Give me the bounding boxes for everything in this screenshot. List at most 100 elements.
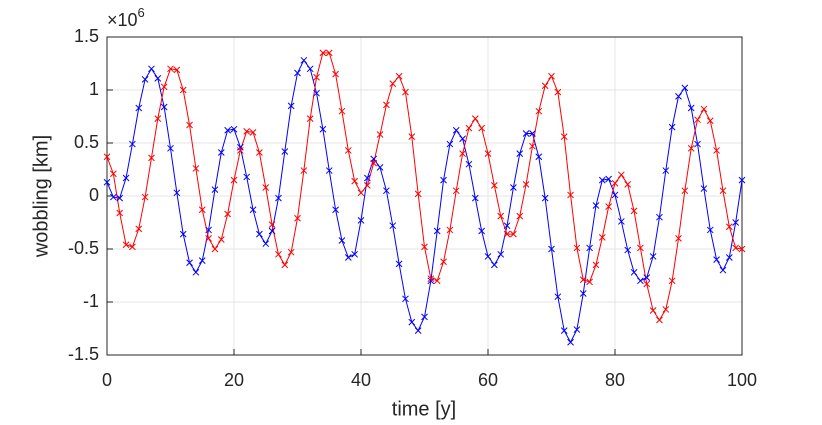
- data-marker: [706, 117, 714, 125]
- data-marker: [262, 240, 270, 248]
- data-marker: [122, 241, 130, 249]
- data-marker: [738, 176, 746, 184]
- data-marker: [167, 144, 174, 152]
- data-marker: [668, 123, 676, 131]
- data-marker: [363, 174, 371, 182]
- data-marker: [433, 277, 441, 285]
- data-marker: [471, 115, 479, 122]
- data-marker: [275, 250, 282, 258]
- data-marker: [637, 277, 644, 285]
- data-marker: [452, 126, 460, 134]
- y-tick-label: -1: [83, 291, 99, 311]
- data-marker: [116, 194, 124, 202]
- y-axis-label: wobbling [km]: [30, 135, 52, 258]
- data-marker: [402, 88, 409, 96]
- data-marker: [656, 213, 663, 221]
- data-marker: [230, 125, 238, 133]
- data-marker: [383, 187, 390, 195]
- data-marker: [497, 212, 505, 220]
- data-marker: [573, 244, 581, 252]
- x-axis-label: time [y]: [392, 398, 456, 420]
- data-marker: [236, 147, 244, 154]
- data-marker: [389, 80, 397, 87]
- data-marker: [725, 254, 733, 261]
- data-marker: [598, 176, 606, 184]
- data-marker: [351, 177, 359, 185]
- data-marker: [503, 222, 511, 230]
- data-marker: [421, 313, 428, 321]
- data-marker: [294, 69, 301, 77]
- data-marker: [567, 338, 574, 346]
- data-marker: [408, 318, 416, 326]
- data-marker: [617, 218, 625, 225]
- data-marker: [662, 167, 670, 174]
- data-marker: [287, 248, 295, 256]
- data-marker: [344, 254, 352, 261]
- data-marker: [332, 206, 339, 214]
- data-marker: [611, 191, 619, 199]
- data-marker: [579, 290, 587, 297]
- data-marker: [478, 227, 486, 235]
- x-tick-label: 60: [478, 370, 498, 390]
- data-marker: [605, 175, 613, 183]
- data-marker: [694, 140, 701, 148]
- data-marker: [167, 65, 174, 73]
- data-marker: [579, 276, 587, 284]
- data-marker: [541, 82, 549, 90]
- data-marker: [630, 268, 638, 276]
- data-marker: [116, 209, 124, 217]
- data-marker: [160, 83, 168, 91]
- data-marker: [541, 194, 549, 202]
- data-marker: [109, 170, 117, 178]
- data-marker: [236, 143, 244, 151]
- data-marker: [522, 180, 530, 188]
- y-tick-label: -0.5: [68, 238, 99, 258]
- data-marker: [598, 233, 606, 241]
- data-marker: [205, 226, 212, 234]
- data-marker: [332, 70, 339, 78]
- data-marker: [516, 212, 524, 220]
- data-marker: [109, 193, 117, 201]
- x-tick-label: 80: [605, 370, 625, 390]
- data-marker: [141, 193, 149, 201]
- data-marker: [656, 316, 663, 324]
- data-marker: [217, 149, 225, 156]
- data-marker: [395, 72, 403, 80]
- x-tick-label: 0: [102, 370, 112, 390]
- data-marker: [725, 223, 733, 231]
- data-marker: [268, 227, 276, 235]
- data-marker: [224, 210, 232, 218]
- data-marker: [211, 245, 219, 253]
- data-marker: [719, 187, 727, 195]
- data-marker: [548, 245, 555, 253]
- data-marker: [173, 189, 181, 197]
- data-marker: [351, 250, 359, 258]
- data-marker: [262, 184, 270, 191]
- data-marker: [357, 189, 365, 197]
- data-marker: [414, 327, 422, 334]
- data-marker: [452, 187, 460, 195]
- data-marker: [122, 174, 130, 182]
- data-marker: [135, 225, 143, 233]
- data-marker: [687, 104, 695, 112]
- data-marker: [217, 236, 225, 243]
- data-marker: [567, 191, 574, 199]
- data-marker: [687, 144, 695, 152]
- data-marker: [732, 219, 740, 226]
- data-marker: [148, 154, 155, 162]
- data-marker: [675, 93, 682, 100]
- data-marker: [211, 186, 219, 193]
- y-tick-label: 0.5: [74, 132, 99, 152]
- data-marker: [129, 243, 136, 251]
- data-marker: [510, 230, 517, 238]
- data-marker: [135, 104, 143, 112]
- data-marker: [471, 194, 479, 202]
- data-marker: [529, 142, 536, 150]
- data-marker: [294, 214, 301, 222]
- data-marker: [713, 256, 720, 263]
- data-marker: [637, 244, 644, 252]
- data-marker: [421, 243, 428, 251]
- y-tick-label: 1.5: [74, 26, 99, 46]
